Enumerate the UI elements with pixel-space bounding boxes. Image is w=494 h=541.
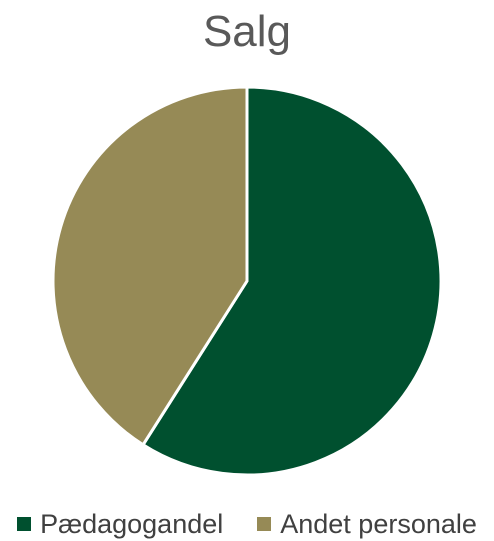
- legend-swatch: [257, 517, 272, 531]
- legend: Pædagogandel Andet personale: [0, 509, 494, 539]
- legend-swatch: [17, 517, 32, 531]
- chart-title: Salg: [202, 7, 292, 56]
- legend-label: Pædagogandel: [40, 509, 224, 539]
- legend-item: Andet personale: [257, 509, 477, 539]
- pie-slice-1: [141, 85, 443, 477]
- legend-item: Pædagogandel: [17, 509, 223, 539]
- pie-slice-2: [51, 85, 249, 447]
- legend-label: Andet personale: [280, 509, 477, 539]
